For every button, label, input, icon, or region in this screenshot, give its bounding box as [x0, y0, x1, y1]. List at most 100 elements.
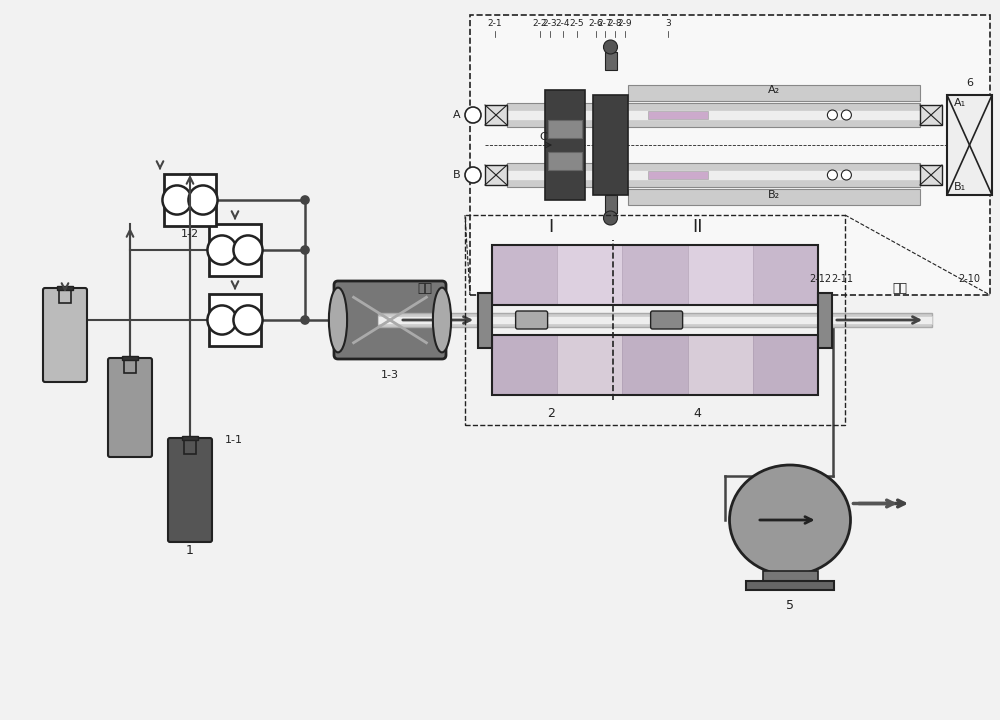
Bar [465, 215, 845, 425]
Text: B₁: B₁ [954, 182, 966, 192]
Circle shape [207, 305, 237, 335]
Bar [753, 335, 818, 395]
Bar [622, 335, 688, 395]
Bar [920, 165, 942, 185]
Text: 2-9: 2-9 [618, 19, 632, 27]
Text: A₂: A₂ [768, 85, 780, 95]
Bar [492, 245, 818, 305]
Bar [622, 245, 688, 305]
Bar [485, 105, 507, 125]
Bar [507, 110, 920, 120]
Bar [485, 165, 507, 185]
Text: 2-7: 2-7 [598, 19, 612, 27]
Bar [557, 335, 622, 395]
Bar [164, 174, 216, 226]
Text: 气流: 气流 [893, 282, 908, 294]
Circle shape [841, 110, 851, 120]
Bar [378, 316, 932, 324]
Bar [209, 294, 261, 346]
Bar [182, 436, 198, 440]
Ellipse shape [433, 287, 451, 352]
FancyBboxPatch shape [516, 311, 548, 329]
Bar [688, 335, 753, 395]
Text: A₁: A₁ [954, 98, 966, 108]
Text: 5: 5 [786, 599, 794, 612]
Circle shape [827, 170, 837, 180]
Text: 1-3: 1-3 [381, 370, 399, 380]
Bar [545, 90, 585, 200]
Circle shape [465, 107, 481, 123]
Text: I: I [548, 218, 553, 236]
Text: C: C [539, 132, 547, 142]
Circle shape [207, 235, 237, 264]
Text: 2-2: 2-2 [533, 19, 547, 27]
Bar [604, 52, 616, 70]
FancyBboxPatch shape [334, 281, 446, 359]
Circle shape [233, 305, 263, 335]
Bar [492, 335, 557, 395]
Bar [124, 360, 136, 373]
Text: 2-3: 2-3 [543, 19, 557, 27]
Bar [648, 111, 708, 119]
Ellipse shape [730, 465, 850, 575]
Bar [492, 245, 557, 305]
Text: 1-2: 1-2 [181, 229, 199, 239]
FancyBboxPatch shape [43, 288, 87, 382]
Text: B: B [453, 170, 461, 180]
Bar [59, 290, 71, 302]
Circle shape [827, 110, 837, 120]
Bar [478, 292, 492, 348]
FancyBboxPatch shape [168, 438, 212, 542]
Circle shape [233, 235, 263, 264]
Bar [507, 103, 920, 127]
Bar [548, 152, 582, 170]
Bar [492, 335, 818, 395]
Ellipse shape [329, 287, 347, 352]
Text: 3: 3 [665, 19, 671, 27]
Text: 2-12: 2-12 [809, 274, 831, 284]
Text: II: II [692, 218, 703, 236]
Bar [507, 170, 920, 180]
Bar [209, 224, 261, 276]
Text: 4: 4 [693, 407, 701, 420]
Text: 2-11: 2-11 [831, 274, 853, 284]
Bar [184, 440, 196, 454]
Circle shape [841, 170, 851, 180]
Bar [470, 15, 990, 295]
Circle shape [301, 246, 309, 254]
Circle shape [301, 316, 309, 324]
Bar [648, 171, 708, 179]
Text: 6: 6 [966, 78, 973, 88]
Bar [920, 105, 942, 125]
Text: 2-8: 2-8 [608, 19, 622, 27]
Bar [507, 163, 920, 187]
Bar [818, 292, 832, 348]
Text: 2-4: 2-4 [556, 19, 570, 27]
Circle shape [604, 211, 618, 225]
Bar [628, 189, 920, 205]
Bar [378, 313, 932, 327]
Bar [746, 580, 834, 590]
Text: 2-10: 2-10 [958, 274, 980, 284]
Text: 2-5: 2-5 [570, 19, 584, 27]
Circle shape [162, 186, 192, 215]
FancyBboxPatch shape [108, 358, 152, 457]
Bar [604, 195, 616, 213]
Bar [122, 356, 138, 360]
Bar [763, 570, 818, 580]
Bar [628, 85, 920, 101]
Bar [947, 95, 992, 195]
Text: 2-6: 2-6 [589, 19, 603, 27]
FancyBboxPatch shape [651, 311, 683, 329]
Text: 1: 1 [186, 544, 194, 557]
Text: B₂: B₂ [768, 190, 780, 200]
Text: 1-1: 1-1 [225, 435, 243, 445]
Circle shape [188, 186, 218, 215]
Bar [57, 286, 73, 290]
Bar [753, 245, 818, 305]
Text: 气流: 气流 [418, 282, 433, 294]
Bar [593, 95, 628, 195]
Circle shape [301, 196, 309, 204]
Bar [688, 245, 753, 305]
Circle shape [465, 167, 481, 183]
